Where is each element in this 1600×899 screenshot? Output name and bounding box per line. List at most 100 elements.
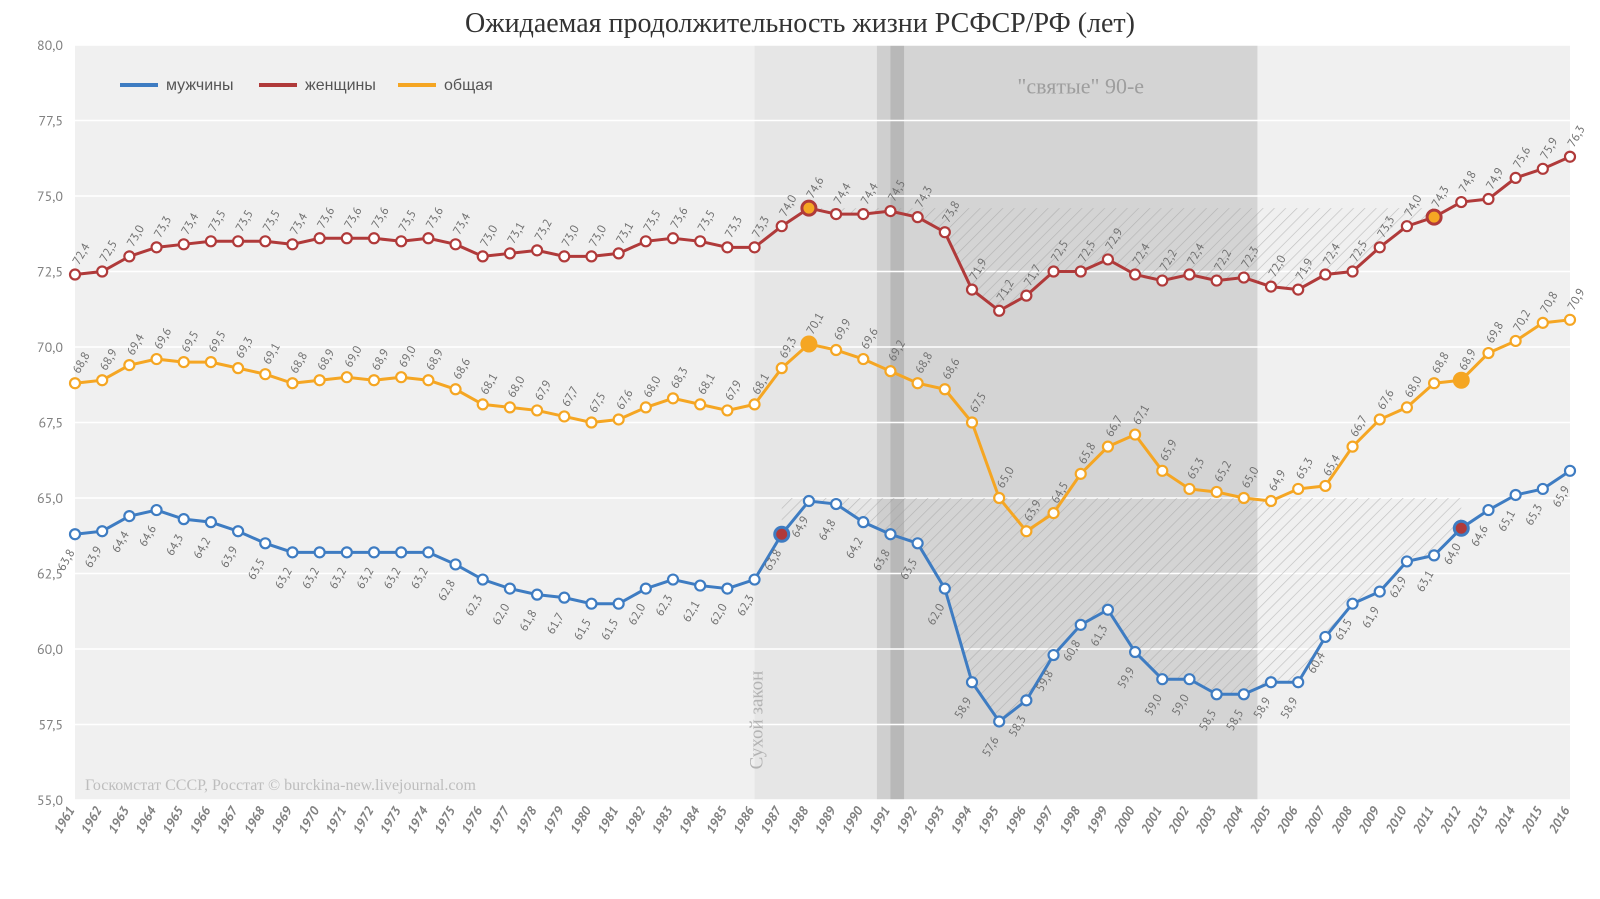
series-marker-total [1293, 484, 1303, 494]
series-marker-women [1184, 270, 1194, 280]
series-marker-women [1456, 197, 1466, 207]
series-marker-total [1212, 487, 1222, 497]
legend-label: женщины [305, 77, 376, 94]
series-marker-men [1266, 677, 1276, 687]
y-tick-label: 65,0 [37, 489, 63, 507]
highlight-marker-women [802, 201, 816, 215]
y-tick-label: 60,0 [37, 640, 63, 658]
series-marker-women [614, 248, 624, 258]
series-marker-men [722, 584, 732, 594]
series-marker-women [369, 233, 379, 243]
series-marker-men [70, 529, 80, 539]
legend-label: мужчины [166, 77, 234, 94]
x-tick-label: 1968 [240, 803, 269, 837]
x-tick-label: 1997 [1028, 803, 1057, 837]
series-marker-men [260, 538, 270, 548]
series-marker-total [913, 378, 923, 388]
legend-label: общая [444, 77, 493, 94]
series-marker-total [967, 418, 977, 428]
series-marker-women [967, 285, 977, 295]
series-marker-women [124, 251, 134, 261]
series-marker-women [315, 233, 325, 243]
x-tick-label: 1971 [321, 804, 350, 837]
series-marker-men [1348, 599, 1358, 609]
series-marker-women [913, 212, 923, 222]
x-tick-label: 1976 [457, 804, 486, 837]
series-marker-women [1266, 282, 1276, 292]
series-marker-men [342, 547, 352, 557]
series-marker-total [1266, 496, 1276, 506]
series-marker-women [1538, 164, 1548, 174]
series-marker-women [1076, 267, 1086, 277]
series-marker-men [668, 575, 678, 585]
series-marker-men [396, 547, 406, 557]
series-marker-men [1157, 674, 1167, 684]
series-marker-women [1483, 194, 1493, 204]
series-marker-total [1320, 481, 1330, 491]
series-marker-men [206, 517, 216, 527]
series-marker-total [315, 375, 325, 385]
x-tick-label: 1969 [267, 803, 296, 837]
series-marker-women [1212, 276, 1222, 286]
series-marker-total [695, 399, 705, 409]
series-marker-total [641, 402, 651, 412]
x-tick-label: 1981 [593, 804, 622, 837]
series-marker-total [505, 402, 515, 412]
series-marker-men [1021, 695, 1031, 705]
series-marker-total [559, 411, 569, 421]
series-marker-total [1021, 526, 1031, 536]
series-marker-total [1239, 493, 1249, 503]
series-marker-women [70, 270, 80, 280]
series-marker-men [369, 547, 379, 557]
series-marker-women [152, 242, 162, 252]
annotation-dry-law: Сухой закон [747, 671, 768, 770]
series-marker-men [97, 526, 107, 536]
annotation-90s: "святые" 90-е [1017, 73, 1144, 98]
series-marker-men [287, 547, 297, 557]
series-marker-total [1103, 442, 1113, 452]
series-marker-women [287, 239, 297, 249]
series-marker-total [1076, 469, 1086, 479]
series-marker-total [423, 375, 433, 385]
x-tick-label: 2010 [1381, 803, 1410, 837]
x-tick-label: 1996 [1001, 804, 1030, 837]
x-tick-label: 1994 [947, 803, 976, 837]
series-marker-total [1049, 508, 1059, 518]
series-marker-women [1157, 276, 1167, 286]
series-marker-total [1402, 402, 1412, 412]
series-marker-women [1402, 221, 1412, 231]
x-tick-label: 1975 [430, 803, 459, 837]
series-marker-total [994, 493, 1004, 503]
highlight-marker-total [1454, 373, 1468, 387]
x-tick-label: 1965 [158, 803, 187, 837]
series-marker-total [152, 354, 162, 364]
x-tick-label: 1985 [702, 803, 731, 837]
x-tick-label: 2005 [1246, 803, 1275, 837]
series-marker-women [695, 236, 705, 246]
chart-svg: 55,057,560,062,565,067,570,072,575,077,5… [0, 0, 1600, 899]
y-tick-label: 70,0 [37, 338, 63, 356]
series-marker-total [722, 405, 732, 415]
series-marker-total [532, 405, 542, 415]
series-marker-men [451, 559, 461, 569]
series-marker-total [1565, 315, 1575, 325]
series-marker-men [641, 584, 651, 594]
series-marker-men [1103, 605, 1113, 615]
series-marker-men [315, 547, 325, 557]
y-tick-label: 67,5 [39, 414, 64, 432]
series-marker-women [586, 251, 596, 261]
y-tick-label: 77,5 [39, 112, 64, 130]
series-marker-total [233, 363, 243, 373]
series-marker-total [885, 366, 895, 376]
series-marker-total [260, 369, 270, 379]
series-marker-men [1538, 484, 1548, 494]
series-marker-total [97, 375, 107, 385]
series-marker-women [423, 233, 433, 243]
series-marker-men [1402, 556, 1412, 566]
x-tick-label: 2014 [1490, 803, 1519, 837]
series-marker-men [1212, 689, 1222, 699]
series-marker-women [885, 206, 895, 216]
x-tick-label: 1988 [783, 803, 812, 837]
credits-text: Госкомстат СССР, Росстат © burckina-new.… [85, 777, 476, 794]
series-marker-total [1375, 414, 1385, 424]
